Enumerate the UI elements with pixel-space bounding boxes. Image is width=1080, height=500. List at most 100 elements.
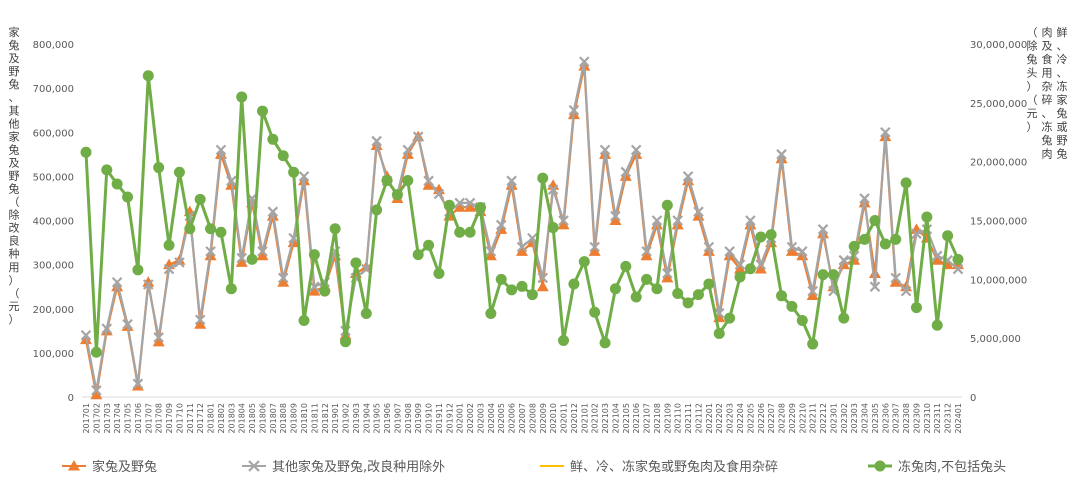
- data-point: [807, 285, 818, 297]
- data-point: [484, 249, 497, 261]
- data-point: [640, 249, 653, 261]
- x-axis-tick-label: 202003: [476, 403, 485, 434]
- data-point: [724, 312, 736, 324]
- x-axis-tick-label: 201704: [113, 403, 122, 434]
- data-point: [516, 280, 528, 292]
- data-point: [205, 223, 217, 235]
- data-point: [579, 56, 590, 67]
- x-axis-tick-label: 202007: [518, 403, 527, 434]
- data-point: [672, 287, 684, 299]
- axis-title-char: 、: [1042, 107, 1053, 120]
- data-point: [838, 254, 850, 266]
- x-axis-tick-label: 202001: [456, 403, 465, 434]
- data-point: [340, 336, 352, 348]
- left-axis-tick-label: 0: [68, 393, 74, 404]
- data-point: [153, 332, 164, 343]
- data-point: [785, 245, 798, 256]
- x-axis-tick-label: 201909: [414, 403, 423, 434]
- data-point: [661, 199, 673, 211]
- data-point: [132, 378, 144, 390]
- left-axis-tick-label: 600,000: [33, 128, 74, 139]
- left-axis-tick-label: 700,000: [33, 84, 74, 95]
- axis-title-char: 冻: [1057, 79, 1068, 93]
- axis-title-char: 及: [1042, 40, 1053, 53]
- data-point: [142, 70, 154, 82]
- axis-title-char: 肉: [1042, 26, 1053, 39]
- right-axis-tick-label: 15,000,000: [970, 217, 1027, 228]
- data-point: [506, 175, 517, 187]
- axis-title-char: 用: [9, 261, 20, 274]
- axis-title-char: 冷: [1057, 53, 1068, 66]
- data-point: [309, 281, 320, 292]
- data-point: [319, 285, 331, 297]
- data-point: [80, 329, 92, 341]
- data-point: [516, 241, 528, 253]
- data-point: [589, 241, 600, 253]
- data-point: [381, 174, 393, 186]
- data-point: [942, 230, 954, 242]
- x-axis-tick-label: 201701: [82, 403, 91, 434]
- data-point: [142, 276, 155, 287]
- x-axis-tick-label: 202006: [508, 403, 517, 434]
- x-axis-tick-label: 202303: [850, 403, 859, 434]
- data-point: [651, 215, 663, 226]
- x-axis-tick-label: 201712: [196, 403, 205, 434]
- data-point: [692, 289, 704, 301]
- right-axis-tick-label: 30,000,000: [970, 40, 1027, 51]
- data-point: [859, 233, 871, 245]
- data-point: [931, 319, 943, 331]
- axis-title-char: ）: [1027, 121, 1038, 134]
- x-axis-tick-label: 201811: [310, 403, 319, 434]
- data-point: [921, 211, 933, 223]
- data-point: [454, 197, 465, 209]
- data-point: [433, 267, 445, 279]
- data-point: [173, 166, 185, 178]
- axis-title-char: 鲜: [1057, 25, 1068, 39]
- axis-title-char: 头: [1027, 67, 1038, 80]
- data-point: [371, 204, 383, 216]
- data-point: [558, 335, 570, 347]
- data-point: [547, 184, 559, 195]
- data-point: [422, 179, 435, 190]
- x-axis-tick-label: 202304: [861, 403, 870, 434]
- axis-title-char: 元: [9, 300, 20, 313]
- data-point: [101, 323, 113, 334]
- data-point: [485, 246, 497, 257]
- x-axis-tick-label: 202112: [694, 403, 703, 434]
- data-point: [589, 306, 601, 318]
- data-point: [308, 285, 321, 296]
- data-point: [143, 279, 154, 290]
- x-axis-tick-label: 202201: [705, 403, 714, 434]
- legend-label: 冻兔肉,不包括兔头: [898, 459, 1006, 475]
- left-axis-tick-label: 200,000: [33, 305, 74, 316]
- data-point: [153, 162, 165, 174]
- data-point: [412, 249, 424, 261]
- data-point: [817, 224, 829, 235]
- data-point: [890, 272, 901, 284]
- axis-title-char: 家: [9, 129, 20, 143]
- x-axis-tick-label: 201807: [269, 403, 278, 434]
- x-axis-tick-label: 202206: [757, 403, 766, 434]
- x-axis-tick-label: 202109: [663, 403, 672, 434]
- x-axis-tick-label: 201812: [321, 403, 330, 434]
- data-point: [246, 253, 258, 265]
- x-axis-tick-label: 201808: [279, 403, 288, 434]
- x-axis-tick-label: 201802: [217, 403, 226, 434]
- data-point: [90, 388, 103, 400]
- x-axis-tick-label: 202307: [892, 403, 901, 434]
- x-axis-tick-label: 202009: [539, 403, 548, 434]
- axis-title-char: （: [1027, 94, 1038, 107]
- data-point: [454, 226, 466, 238]
- x-axis-tick-label: 201912: [445, 403, 454, 434]
- data-point: [848, 240, 860, 252]
- x-axis-tick-label: 201911: [435, 403, 444, 434]
- x-axis-tick-label: 202306: [881, 403, 890, 434]
- axis-title-char: 野: [9, 169, 20, 182]
- x-axis-tick-label: 202105: [622, 403, 631, 434]
- data-point: [90, 346, 102, 358]
- axis-title-char: 肉: [1042, 148, 1053, 161]
- data-point: [630, 144, 642, 156]
- data-point: [122, 318, 133, 330]
- data-point: [796, 315, 808, 327]
